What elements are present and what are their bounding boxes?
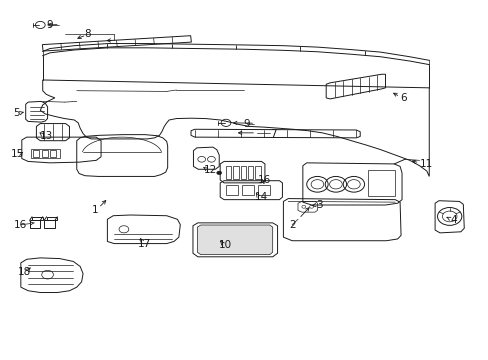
Text: 4: 4 — [449, 215, 456, 225]
Bar — [247, 166, 253, 179]
Bar — [240, 166, 245, 179]
Text: 17: 17 — [138, 239, 151, 249]
Text: 13: 13 — [40, 131, 53, 141]
Bar — [50, 150, 56, 157]
Text: 16: 16 — [257, 175, 270, 185]
Bar — [368, 170, 394, 196]
Text: 18: 18 — [18, 267, 31, 277]
Text: 14: 14 — [254, 192, 267, 202]
Bar — [255, 166, 260, 179]
Polygon shape — [197, 225, 272, 255]
Text: 6: 6 — [400, 93, 407, 103]
Text: 3: 3 — [316, 200, 323, 210]
Text: 16: 16 — [14, 220, 27, 230]
Bar — [233, 166, 238, 179]
Bar — [225, 185, 237, 195]
Text: 5: 5 — [14, 108, 20, 118]
Bar — [258, 185, 269, 195]
Text: 15: 15 — [10, 149, 23, 159]
Text: 7: 7 — [270, 129, 276, 139]
Text: 9: 9 — [243, 118, 250, 129]
Bar — [41, 150, 47, 157]
Bar — [225, 166, 231, 179]
Bar — [33, 150, 39, 157]
Text: 9: 9 — [46, 19, 53, 30]
Text: 8: 8 — [84, 29, 91, 39]
Text: 11: 11 — [419, 159, 432, 169]
Text: 10: 10 — [218, 240, 231, 250]
Bar — [30, 149, 60, 158]
Text: 12: 12 — [203, 165, 217, 175]
Bar — [242, 185, 253, 195]
Text: 2: 2 — [288, 220, 295, 230]
Text: 1: 1 — [91, 205, 98, 215]
Circle shape — [216, 171, 221, 175]
